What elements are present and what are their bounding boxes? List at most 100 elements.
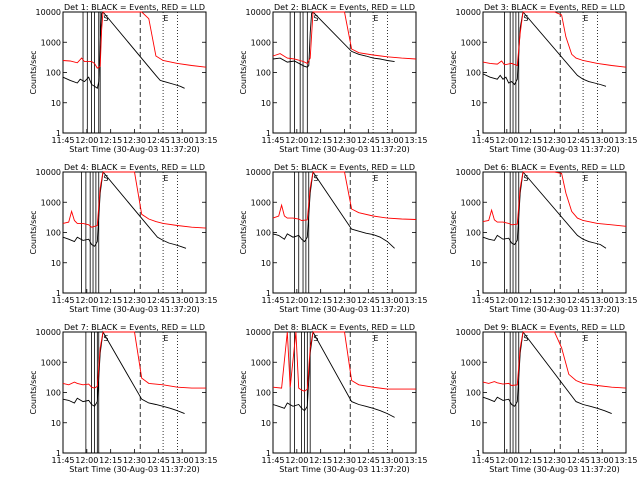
y-tick-label: 100 xyxy=(466,229,481,238)
x-axis-label: Start Time (30-Aug-03 11:37:20) xyxy=(69,145,200,154)
x-tick-label: 11:45 xyxy=(471,296,494,305)
marker-label: S xyxy=(103,174,108,183)
series-lld-line xyxy=(482,11,627,68)
x-tick-label: 12:15 xyxy=(519,296,542,305)
y-tick-label: 1000 xyxy=(461,38,481,47)
x-axis-label: Start Time (30-Aug-03 11:37:20) xyxy=(69,305,200,314)
x-tick-label: 13:00 xyxy=(591,136,614,145)
x-tick-label: 12:15 xyxy=(99,296,122,305)
series-lld-line xyxy=(62,11,207,69)
panel-title: Det 6: BLACK = Events, RED = LLD xyxy=(484,163,625,172)
marker-label: S xyxy=(523,14,528,23)
marker-label: S xyxy=(313,334,318,343)
x-tick-label: 12:00 xyxy=(75,136,98,145)
x-tick-label: 12:30 xyxy=(543,456,566,465)
y-tick-label: 100 xyxy=(46,69,61,78)
x-axis-label: Start Time (30-Aug-03 11:37:20) xyxy=(489,145,620,154)
y-tick-label: 10 xyxy=(261,99,271,108)
x-tick-label: 11:45 xyxy=(51,136,74,145)
y-tick-label: 1 xyxy=(56,129,61,138)
y-tick-label: 100 xyxy=(256,229,271,238)
series-lld-line xyxy=(272,11,417,64)
marker-label: S xyxy=(523,334,528,343)
marker-label: E xyxy=(373,14,378,23)
y-tick-label: 1000 xyxy=(41,358,61,367)
y-axis-label: Counts/sec xyxy=(239,210,248,254)
detector-panel-2: 1 10 100 1000 10000 11:45 12:00 12:15 12:30 12:45… xyxy=(239,3,428,154)
y-axis-label: Counts/sec xyxy=(449,50,458,94)
y-tick-label: 1000 xyxy=(41,198,61,207)
x-tick-label: 13:15 xyxy=(404,456,427,465)
y-tick-label: 10000 xyxy=(246,168,271,177)
x-tick-label: 12:45 xyxy=(567,296,590,305)
series-events-line xyxy=(482,10,607,87)
x-tick-label: 13:15 xyxy=(404,136,427,145)
series-events-line xyxy=(272,11,395,68)
y-tick-label: 1000 xyxy=(251,358,271,367)
detector-panel-9: 1 10 100 1000 10000 11:45 12:00 12:15 12:30 12:45… xyxy=(449,323,638,474)
series-events-line xyxy=(482,170,607,249)
plot-frame xyxy=(62,171,207,294)
y-tick-label: 10 xyxy=(471,259,481,268)
x-tick-label: 13:00 xyxy=(381,456,404,465)
marker-label: S xyxy=(313,14,318,23)
y-tick-label: 10 xyxy=(261,259,271,268)
x-tick-label: 12:00 xyxy=(495,296,518,305)
y-tick-label: 100 xyxy=(466,69,481,78)
x-tick-label: 13:00 xyxy=(171,296,194,305)
y-axis-label: Counts/sec xyxy=(29,50,38,94)
x-tick-label: 12:30 xyxy=(123,456,146,465)
y-tick-label: 100 xyxy=(256,389,271,398)
y-tick-label: 1 xyxy=(56,449,61,458)
x-tick-label: 12:00 xyxy=(285,136,308,145)
series-lld-line xyxy=(272,331,416,392)
x-tick-label: 12:45 xyxy=(147,296,170,305)
x-tick-label: 11:45 xyxy=(261,456,284,465)
panel-title: Det 8: BLACK = Events, RED = LLD xyxy=(274,323,415,332)
series-lld-line xyxy=(62,171,207,229)
x-tick-label: 12:15 xyxy=(99,136,122,145)
y-tick-label: 10 xyxy=(51,419,61,428)
x-axis-label: Start Time (30-Aug-03 11:37:20) xyxy=(279,465,410,474)
x-axis-label: Start Time (30-Aug-03 11:37:20) xyxy=(69,465,200,474)
x-tick-label: 12:45 xyxy=(567,456,590,465)
detector-panel-5: 1 10 100 1000 10000 11:45 12:00 12:15 12:30 12:45… xyxy=(239,163,428,314)
x-tick-label: 12:15 xyxy=(519,136,542,145)
y-tick-label: 100 xyxy=(256,69,271,78)
plot-frame xyxy=(62,331,207,454)
x-tick-label: 11:45 xyxy=(471,456,494,465)
y-tick-label: 10 xyxy=(261,419,271,428)
x-tick-label: 11:45 xyxy=(261,296,284,305)
series-lld-line xyxy=(482,331,627,389)
x-axis-label: Start Time (30-Aug-03 11:37:20) xyxy=(279,305,410,314)
x-tick-label: 12:30 xyxy=(333,456,356,465)
x-tick-label: 12:45 xyxy=(357,456,380,465)
x-tick-label: 12:00 xyxy=(495,136,518,145)
x-tick-label: 13:15 xyxy=(404,296,427,305)
detector-panel-4: 1 10 100 1000 10000 11:45 12:00 12:15 12:30 12:45… xyxy=(29,163,218,314)
x-tick-label: 12:15 xyxy=(309,296,332,305)
series-lld-line xyxy=(272,171,417,221)
x-tick-label: 11:45 xyxy=(261,136,284,145)
series-events-line xyxy=(272,170,395,249)
y-tick-label: 1 xyxy=(476,289,481,298)
y-tick-label: 1000 xyxy=(251,38,271,47)
y-tick-label: 1 xyxy=(476,129,481,138)
series-lld-line xyxy=(482,171,627,227)
y-tick-label: 100 xyxy=(46,229,61,238)
series-lld-line xyxy=(62,331,206,389)
x-tick-label: 12:30 xyxy=(543,296,566,305)
x-tick-label: 12:00 xyxy=(75,296,98,305)
y-tick-label: 10000 xyxy=(36,168,61,177)
y-tick-label: 1 xyxy=(476,449,481,458)
x-tick-label: 11:45 xyxy=(51,456,74,465)
y-tick-label: 10 xyxy=(471,99,481,108)
series-events-line xyxy=(482,330,612,415)
x-tick-label: 12:15 xyxy=(309,456,332,465)
y-tick-label: 1 xyxy=(266,129,271,138)
x-axis-label: Start Time (30-Aug-03 11:37:20) xyxy=(489,305,620,314)
x-tick-label: 12:15 xyxy=(99,456,122,465)
x-tick-label: 12:45 xyxy=(147,456,170,465)
marker-label: S xyxy=(103,334,108,343)
detector-panel-3: 1 10 100 1000 10000 11:45 12:00 12:15 12:30 12:45… xyxy=(449,3,638,154)
